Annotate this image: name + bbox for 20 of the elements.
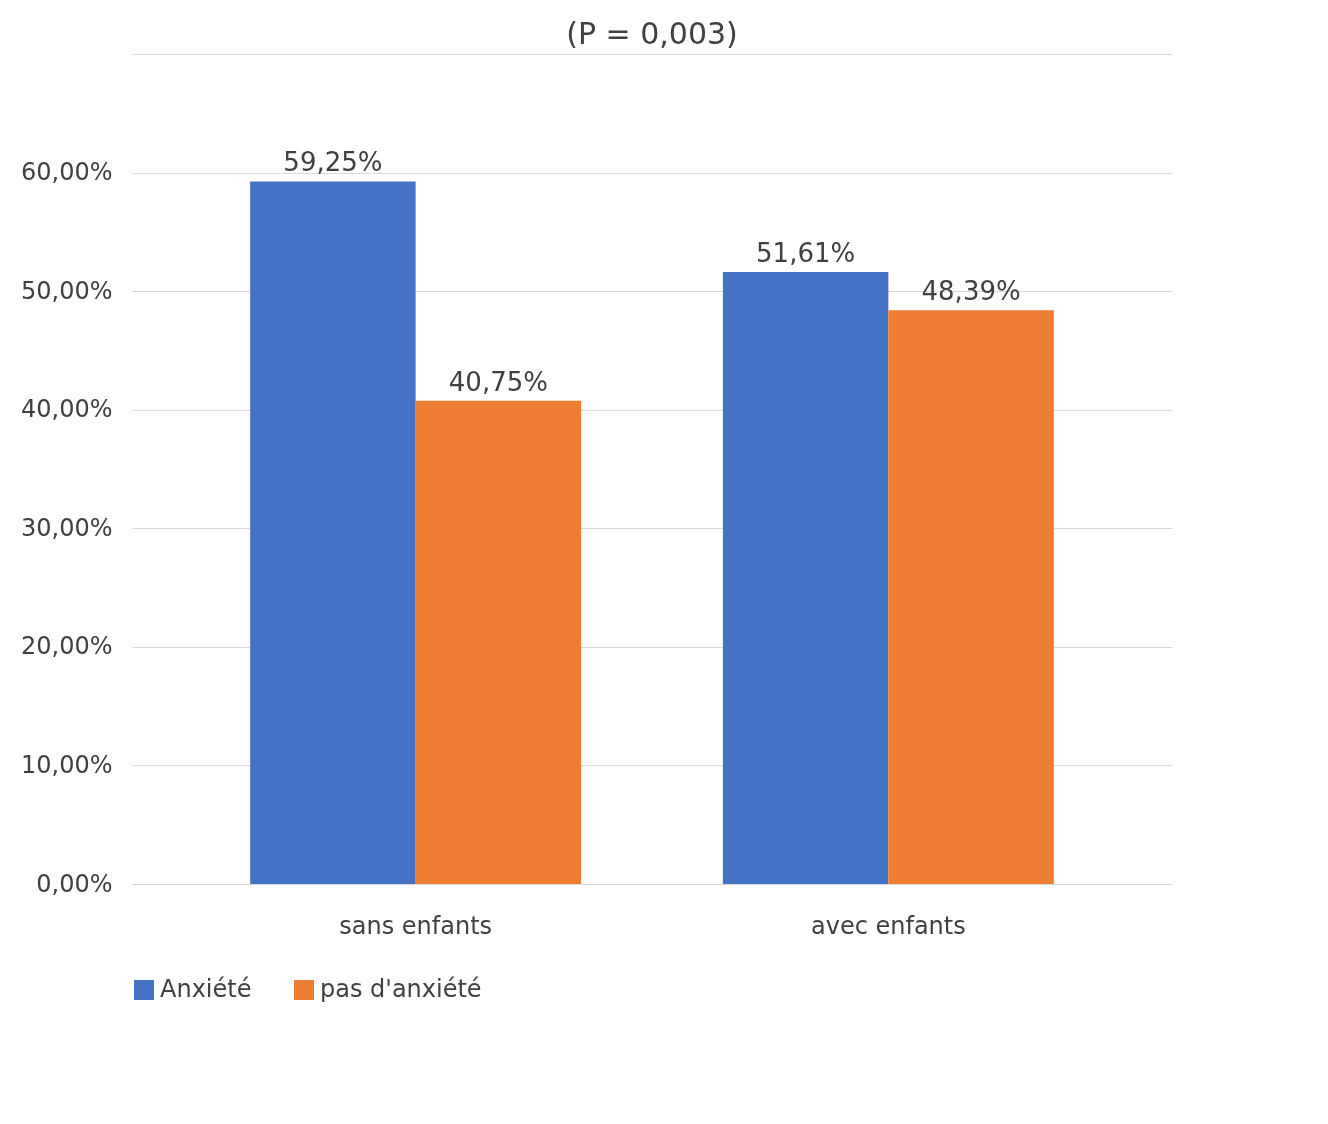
bar <box>250 181 416 884</box>
y-tick-label: 40,00% <box>20 395 113 424</box>
y-tick-label: 20,00% <box>20 632 113 661</box>
bar <box>722 272 889 884</box>
y-tick-label: 30,00% <box>20 513 113 542</box>
data-label: 51,61% <box>756 238 856 269</box>
text: (P = 0,003) <box>566 16 738 51</box>
data-label: 48,39% <box>921 276 1021 307</box>
x-tick-label: avec enfants <box>810 911 966 940</box>
y-tick-label: 60,00% <box>20 158 113 187</box>
y-tick-label: 10,00% <box>20 750 113 779</box>
y-tick-label: 50,00% <box>20 276 113 305</box>
y-tick-label: 0,00% <box>36 869 113 898</box>
data-label: 40,75% <box>448 366 548 397</box>
data-label: 59,25% <box>283 147 383 178</box>
legend-label: Anxiété <box>160 975 252 1003</box>
legend-label: pas d'anxiété <box>320 975 482 1003</box>
x-tick-label: sans enfants <box>339 911 493 940</box>
bar <box>415 400 582 884</box>
bar <box>888 310 1054 884</box>
